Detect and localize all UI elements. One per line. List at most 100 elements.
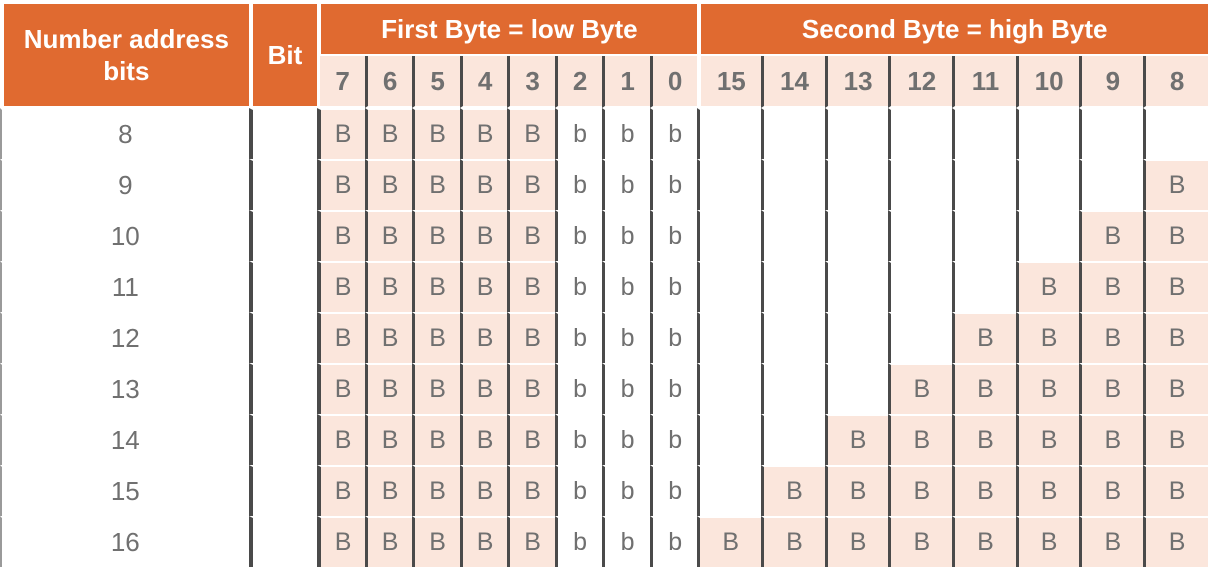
bit-cell — [248, 363, 318, 414]
bit-value-cell: B — [952, 363, 1016, 414]
bit-cell — [248, 210, 318, 261]
bit-value-cell: b — [649, 108, 698, 159]
bit-value-cell: b — [649, 465, 698, 516]
address-bits-count: 12 — [0, 312, 249, 363]
bit-value-cell: B — [1143, 261, 1208, 312]
bit-value-cell — [888, 210, 953, 261]
bit-number-header: 12 — [888, 56, 953, 108]
bit-value-cell: B — [1079, 312, 1144, 363]
bit-value-cell — [952, 159, 1016, 210]
bit-value-cell: b — [602, 516, 650, 567]
bit-cell — [248, 108, 318, 159]
bit-value-cell — [1015, 210, 1080, 261]
bit-value-cell — [952, 108, 1016, 159]
bit-value-cell: B — [761, 516, 825, 567]
bit-number-header: 6 — [364, 56, 413, 108]
bit-value-cell: B — [364, 312, 413, 363]
bit-value-cell: B — [824, 414, 889, 465]
bit-value-cell: B — [1143, 516, 1208, 567]
bit-value-cell — [761, 159, 825, 210]
bit-value-cell: B — [317, 363, 365, 414]
bit-value-cell — [697, 312, 762, 363]
address-bits-count: 8 — [0, 108, 249, 159]
bit-value-cell: B — [1143, 210, 1208, 261]
bit-number-header: 8 — [1143, 56, 1208, 108]
bit-value-cell: B — [412, 210, 460, 261]
bit-value-cell — [952, 261, 1016, 312]
bit-number-header: 5 — [412, 56, 460, 108]
bit-value-cell: B — [317, 159, 365, 210]
bit-value-cell: B — [952, 312, 1016, 363]
bit-value-cell — [824, 159, 889, 210]
bit-value-cell: B — [364, 261, 413, 312]
bit-value-cell: B — [507, 159, 555, 210]
bit-value-cell: B — [412, 414, 460, 465]
bit-value-cell — [1079, 159, 1144, 210]
bit-value-cell — [761, 414, 825, 465]
bit-number-header: 1 — [602, 56, 650, 108]
bit-value-cell — [1143, 108, 1208, 159]
bit-number-header: 14 — [761, 56, 825, 108]
bit-value-cell: B — [507, 108, 555, 159]
bit-value-cell — [888, 108, 953, 159]
address-bits-count: 16 — [0, 516, 249, 567]
bit-number-header: 10 — [1015, 56, 1080, 108]
bit-value-cell: B — [1143, 414, 1208, 465]
bit-value-cell — [888, 261, 953, 312]
bit-value-cell — [888, 159, 953, 210]
address-bits-count: 15 — [0, 465, 249, 516]
bit-value-cell: b — [602, 261, 650, 312]
bit-number-header: 9 — [1079, 56, 1144, 108]
bit-value-cell: b — [554, 465, 603, 516]
bit-value-cell: B — [364, 159, 413, 210]
bit-value-cell: B — [1143, 363, 1208, 414]
bit-value-cell: B — [317, 108, 365, 159]
bit-value-cell: B — [364, 516, 413, 567]
bit-value-cell: B — [459, 210, 508, 261]
bit-value-cell: B — [459, 414, 508, 465]
bit-value-cell — [697, 159, 762, 210]
header-number-address-bits: Number address bits — [0, 0, 249, 108]
bit-value-cell: b — [602, 210, 650, 261]
bit-value-cell: B — [317, 465, 365, 516]
bit-number-row: 7 6 5 4 3 2 1 0 15 14 13 12 11 10 9 8 — [0, 56, 1208, 108]
bit-value-cell: b — [554, 210, 603, 261]
bit-value-cell — [697, 363, 762, 414]
bit-value-cell: b — [649, 312, 698, 363]
bit-value-cell: B — [1079, 516, 1144, 567]
bit-value-cell: B — [507, 261, 555, 312]
bit-value-cell: B — [1079, 414, 1144, 465]
bit-value-cell — [697, 414, 762, 465]
bit-number-header: 15 — [697, 56, 762, 108]
bit-cell — [248, 312, 318, 363]
bit-value-cell: b — [554, 312, 603, 363]
bit-value-cell: b — [554, 414, 603, 465]
bit-value-cell: b — [554, 159, 603, 210]
bit-value-cell: B — [1143, 465, 1208, 516]
bit-value-cell — [824, 108, 889, 159]
bit-value-cell: b — [649, 159, 698, 210]
bit-value-cell: B — [317, 516, 365, 567]
bit-number-header: 11 — [952, 56, 1016, 108]
bit-number-header: 13 — [824, 56, 889, 108]
bit-value-cell: b — [602, 159, 650, 210]
bit-value-cell: b — [554, 363, 603, 414]
bit-value-cell: b — [554, 516, 603, 567]
bit-value-cell: B — [459, 465, 508, 516]
bit-value-cell — [824, 312, 889, 363]
bit-value-cell: B — [412, 261, 460, 312]
bit-value-cell: B — [824, 516, 889, 567]
bit-value-cell: B — [1079, 261, 1144, 312]
bit-value-cell — [824, 363, 889, 414]
bit-value-cell — [824, 210, 889, 261]
address-bits-count: 10 — [0, 210, 249, 261]
bit-value-cell: b — [649, 414, 698, 465]
bit-value-cell: b — [554, 261, 603, 312]
bit-value-cell: B — [1015, 261, 1080, 312]
bit-value-cell: B — [507, 465, 555, 516]
bit-number-header: 0 — [649, 56, 698, 108]
